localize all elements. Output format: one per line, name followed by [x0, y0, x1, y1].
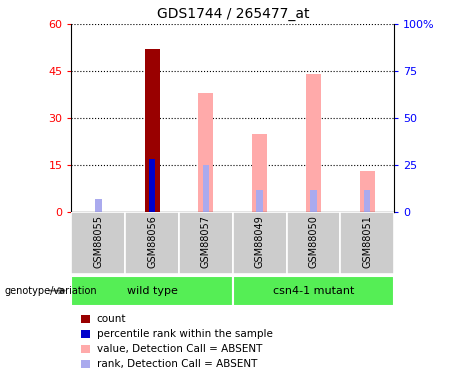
Text: percentile rank within the sample: percentile rank within the sample	[97, 329, 273, 339]
Text: GSM88057: GSM88057	[201, 215, 211, 268]
Bar	[125, 212, 179, 274]
Bar	[198, 93, 213, 212]
Bar	[149, 159, 155, 212]
Text: rank, Detection Call = ABSENT: rank, Detection Call = ABSENT	[97, 359, 257, 369]
Bar	[256, 190, 263, 212]
Text: GSM88056: GSM88056	[147, 215, 157, 268]
Bar	[71, 212, 125, 274]
Text: value, Detection Call = ABSENT: value, Detection Call = ABSENT	[97, 344, 262, 354]
Bar	[203, 165, 209, 212]
Text: genotype/variation: genotype/variation	[5, 286, 97, 296]
Bar	[179, 212, 233, 274]
Bar	[145, 50, 160, 212]
Bar	[287, 212, 340, 274]
Title: GDS1744 / 265477_at: GDS1744 / 265477_at	[157, 7, 309, 21]
Text: GSM88049: GSM88049	[254, 215, 265, 268]
Bar	[340, 212, 394, 274]
Bar	[71, 276, 233, 306]
Text: wild type: wild type	[127, 286, 177, 296]
Bar	[306, 74, 321, 212]
Text: GSM88050: GSM88050	[308, 215, 319, 268]
Bar	[252, 134, 267, 212]
Text: csn4-1 mutant: csn4-1 mutant	[273, 286, 354, 296]
Bar	[310, 190, 317, 212]
Bar	[233, 276, 394, 306]
Bar	[364, 190, 371, 212]
Bar	[360, 171, 375, 212]
Text: GSM88055: GSM88055	[93, 215, 103, 268]
Text: GSM88051: GSM88051	[362, 215, 372, 268]
Text: count: count	[97, 314, 126, 324]
Bar	[95, 200, 101, 212]
Bar	[233, 212, 287, 274]
